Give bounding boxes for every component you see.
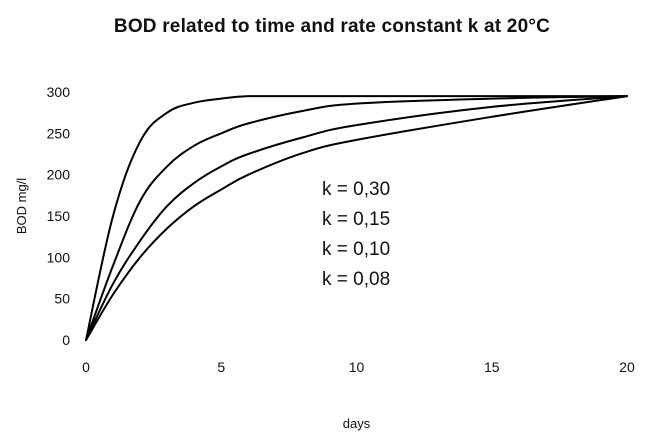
x-tick-labels: 0 5 10 15 20 [82,359,635,375]
x-tick-label: 20 [619,359,635,375]
series-line [85,95,628,341]
x-tick-label: 0 [82,359,90,375]
legend-entry: k = 0,15 [322,209,390,230]
y-tick-label: 150 [47,208,71,224]
x-axis-label: days [343,416,371,431]
series-line [85,95,628,341]
x-tick-label: 15 [484,359,500,375]
y-tick-label: 100 [47,249,71,265]
y-tick-label: 200 [47,167,71,183]
y-tick-label: 50 [54,291,70,307]
x-tick-label: 5 [217,359,225,375]
y-axis-label: BOD mg/l [14,178,29,234]
chart-title: BOD related to time and rate constant k … [113,16,551,37]
y-tick-label: 0 [62,332,70,348]
legend-entry: k = 0,10 [322,239,390,260]
series-line [85,95,628,341]
legend: k = 0,30 k = 0,15 k = 0,10 k = 0,08 [322,179,390,290]
y-tick-label: 250 [47,125,71,141]
legend-entry: k = 0,08 [322,269,390,290]
series-line [85,95,628,341]
y-tick-labels: 0 50 100 150 200 250 300 [47,84,71,348]
legend-entry: k = 0,30 [322,179,390,200]
x-tick-label: 10 [349,359,365,375]
y-tick-label: 300 [47,84,71,100]
curves [85,95,628,341]
